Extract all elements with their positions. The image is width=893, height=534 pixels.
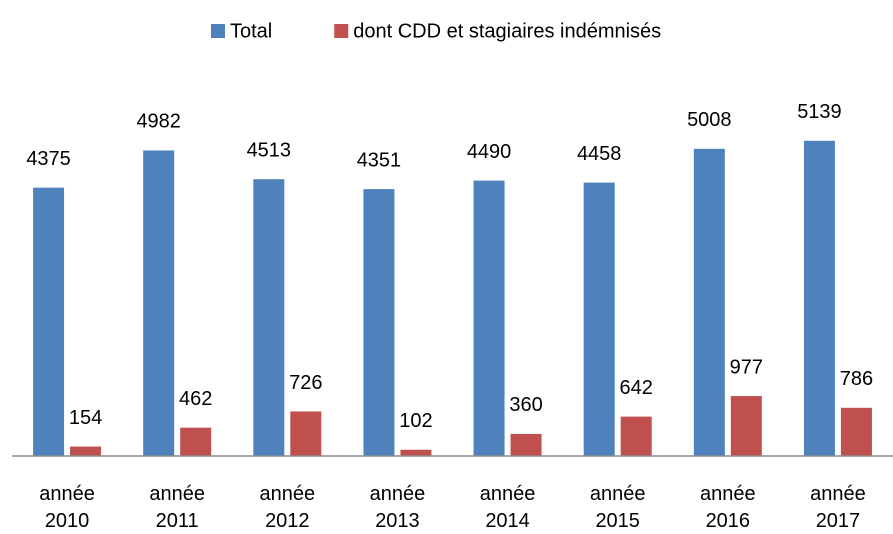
value-label: 786 (840, 368, 873, 390)
bar (840, 407, 872, 456)
value-label: 4458 (577, 143, 622, 165)
legend-label: dont CDD et stagiaires indémnisés (353, 20, 661, 42)
bar (253, 179, 285, 456)
value-label: 642 (620, 377, 653, 399)
value-label: 4513 (247, 139, 292, 161)
value-label: 154 (69, 407, 102, 429)
legend-swatch (211, 24, 225, 38)
value-label: 4982 (136, 111, 181, 133)
value-label: 462 (179, 388, 212, 410)
bar (180, 427, 212, 456)
x-tick-label: année 2017 (810, 483, 866, 532)
value-label: 977 (730, 356, 763, 378)
legend-label: Total (230, 20, 272, 42)
bar (693, 148, 725, 457)
x-tick-label: année 2012 (259, 483, 316, 532)
x-tick-label: année 2010 (39, 483, 95, 532)
bar (363, 189, 395, 456)
value-label: 4375 (26, 148, 71, 170)
value-label: 726 (289, 372, 322, 394)
value-label: 4351 (357, 149, 402, 171)
value-label: 102 (399, 410, 432, 432)
bar (803, 140, 835, 457)
x-tick-label: année 2015 (589, 483, 646, 532)
bar (33, 187, 65, 456)
x-tick-label: année 2013 (369, 483, 426, 532)
value-label: 4490 (467, 141, 512, 163)
x-tick-label: année 2014 (479, 483, 536, 532)
value-label: 360 (509, 394, 542, 416)
bar (473, 180, 505, 456)
bar (290, 411, 322, 456)
bar (143, 150, 175, 457)
bar (510, 433, 542, 456)
legend-swatch (334, 24, 349, 38)
bar (400, 449, 432, 456)
value-label: 5139 (797, 101, 842, 123)
x-tick-label: année 2011 (149, 483, 205, 532)
bar (70, 446, 102, 456)
x-tick-label: année 2016 (700, 483, 756, 532)
bar (730, 396, 762, 456)
bar (620, 416, 652, 456)
value-label: 5008 (687, 109, 732, 131)
bar (583, 182, 615, 457)
